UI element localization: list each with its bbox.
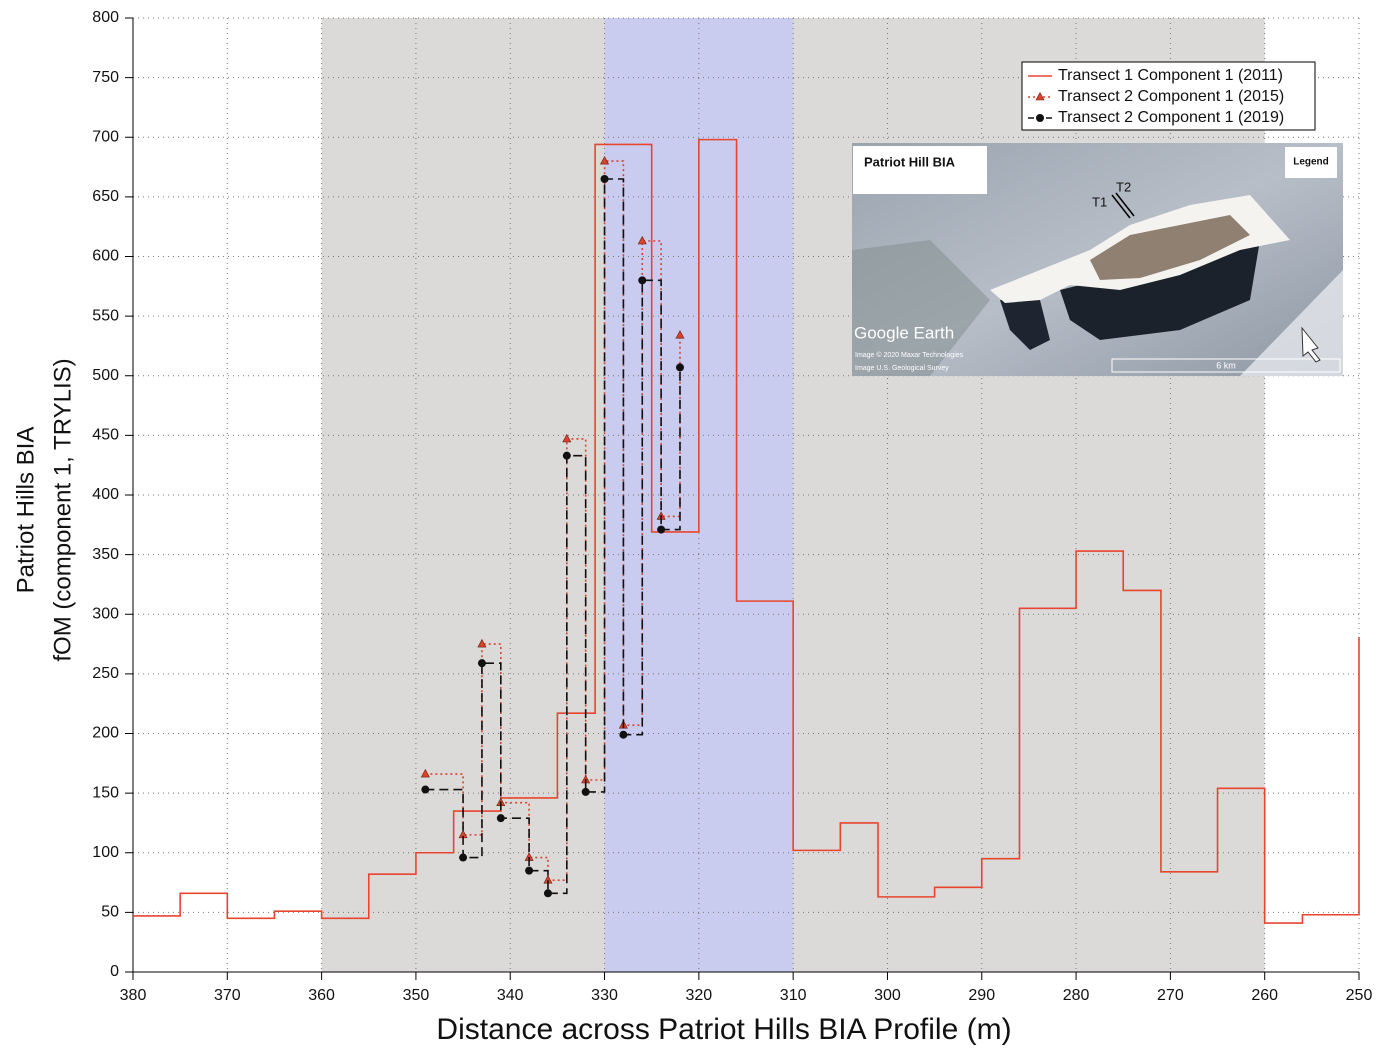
x-tick-label: 380 bbox=[120, 987, 147, 1004]
x-axis-label: Distance across Patriot Hills BIA Profil… bbox=[436, 1013, 1011, 1046]
map-credit: Image U.S. Geological Survey bbox=[855, 365, 949, 372]
inset-map: Patriot Hill BIA Legend T1 T2 Google Ear… bbox=[852, 143, 1343, 376]
x-tick-label: 260 bbox=[1251, 987, 1278, 1004]
legend-box bbox=[1021, 61, 1316, 131]
y-tick-label: 650 bbox=[92, 188, 119, 205]
legend-label: Transect 2 Component 1 (2015) bbox=[1058, 88, 1284, 105]
marker bbox=[543, 889, 552, 898]
map-area bbox=[852, 240, 990, 376]
map-cursor bbox=[1301, 326, 1321, 363]
x-tick-label: 360 bbox=[308, 987, 335, 1004]
x-tick-label: 280 bbox=[1063, 987, 1090, 1004]
marker bbox=[459, 853, 468, 862]
marker bbox=[562, 433, 572, 443]
y-tick-label: 300 bbox=[92, 605, 119, 622]
marker bbox=[420, 768, 430, 778]
marker bbox=[637, 235, 647, 245]
y-tick-label: 400 bbox=[92, 486, 119, 503]
x-tick-label: 310 bbox=[780, 987, 807, 1004]
legend: Transect 1 Component 1 (2011) Transect 2 … bbox=[1021, 61, 1316, 131]
marker bbox=[600, 174, 609, 183]
series-line bbox=[133, 138, 1360, 924]
map-area bbox=[1240, 270, 1343, 376]
marker bbox=[477, 659, 486, 668]
map-label: T2 bbox=[1116, 179, 1131, 194]
x-tick-label: 330 bbox=[591, 987, 618, 1004]
y-tick-label: 250 bbox=[92, 665, 119, 682]
map-rock bbox=[1090, 215, 1250, 280]
map-scale: 6 km bbox=[1216, 360, 1236, 370]
marker bbox=[477, 638, 487, 648]
marker bbox=[638, 276, 647, 285]
y-tick-label: 500 bbox=[92, 367, 119, 384]
y-tick-label: 750 bbox=[92, 69, 119, 86]
x-tick-label: 250 bbox=[1346, 987, 1373, 1004]
map-credit: Image © 2020 Maxar Technologies bbox=[855, 351, 964, 359]
x-tick-label: 370 bbox=[214, 987, 241, 1004]
x-tick-label: 320 bbox=[685, 987, 712, 1004]
marker bbox=[496, 814, 505, 823]
map-legend: Legend bbox=[1293, 157, 1329, 168]
y-tick-label: 350 bbox=[92, 546, 119, 563]
map-title: Patriot Hill BIA bbox=[864, 154, 956, 169]
marker bbox=[619, 730, 628, 739]
marker bbox=[657, 525, 666, 534]
y-tick-label: 100 bbox=[92, 844, 119, 861]
map-shadow bbox=[1060, 240, 1260, 340]
y-tick-label: 700 bbox=[92, 128, 119, 145]
y-tick-label: 450 bbox=[92, 427, 119, 444]
transect-line bbox=[1111, 194, 1131, 219]
y-tick-label: 800 bbox=[92, 9, 119, 26]
plot bbox=[133, 138, 1360, 924]
map-title-box bbox=[853, 146, 987, 194]
transect-line bbox=[1115, 192, 1135, 217]
map-scale-bar bbox=[1111, 358, 1341, 373]
legend-label: Transect 2 Component 1 (2019) bbox=[1058, 109, 1284, 126]
legend-label: Transect 1 Component 1 (2011) bbox=[1058, 67, 1283, 84]
map-legend-box bbox=[1285, 147, 1337, 178]
marker bbox=[1035, 91, 1045, 101]
y-axis-label: Patriot Hills BIA bbox=[12, 427, 39, 594]
map-shadow bbox=[1000, 300, 1050, 350]
y-tick-label: 600 bbox=[92, 248, 119, 265]
marker bbox=[600, 155, 610, 165]
marker bbox=[421, 785, 430, 794]
marker bbox=[1036, 114, 1044, 122]
x-tick-label: 350 bbox=[403, 987, 430, 1004]
x-tick-label: 290 bbox=[968, 987, 995, 1004]
x-tick-label: 270 bbox=[1157, 987, 1184, 1004]
map-brand: Google Earth bbox=[854, 323, 954, 342]
marker bbox=[562, 451, 571, 460]
y-tick-label: 0 bbox=[110, 963, 119, 980]
x-tick-label: 340 bbox=[497, 987, 524, 1004]
y-tick-label: 150 bbox=[92, 784, 119, 801]
marker bbox=[675, 363, 684, 372]
y-tick-label: 550 bbox=[92, 307, 119, 324]
marker bbox=[675, 330, 685, 339]
y-tick-label: 50 bbox=[101, 904, 119, 921]
y-axis-label: fOM (component 1, TRYLIS) bbox=[49, 358, 76, 661]
marker bbox=[525, 866, 534, 875]
x-tick-label: 300 bbox=[874, 987, 901, 1004]
map-label: T1 bbox=[1092, 194, 1107, 209]
marker bbox=[581, 787, 590, 796]
y-tick-label: 200 bbox=[92, 725, 119, 742]
